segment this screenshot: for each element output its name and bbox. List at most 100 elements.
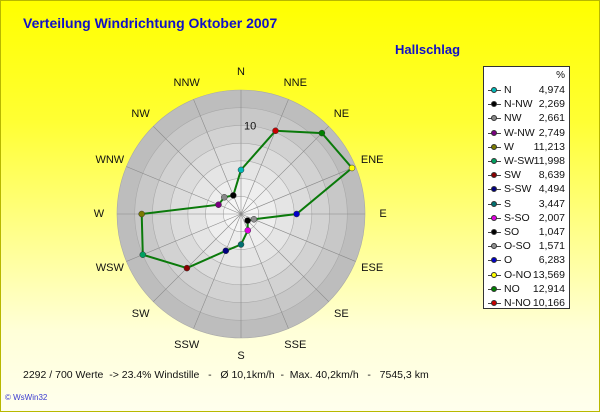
legend-direction: S-SO xyxy=(504,211,530,224)
legend-item: S-SW 4,494 xyxy=(484,182,569,197)
legend-percent: 13,569 xyxy=(532,268,565,281)
direction-label-n: N xyxy=(237,66,245,78)
data-point-wsw xyxy=(139,251,147,258)
legend-marker-icon xyxy=(491,158,497,164)
legend-marker-icon xyxy=(491,172,497,179)
data-point-wnw xyxy=(215,201,222,208)
legend-marker-icon xyxy=(491,115,497,122)
legend-marker-icon xyxy=(491,257,497,264)
legend-direction: N xyxy=(504,84,512,96)
grid-spoke xyxy=(153,213,242,302)
radial-tick-label: 10 xyxy=(244,120,256,132)
grid-spoke xyxy=(193,213,242,329)
legend-item: NO 12,914 xyxy=(484,282,569,297)
legend-marker-icon xyxy=(491,186,497,193)
legend-marker-icon xyxy=(491,200,497,207)
legend-percent: 11,998 xyxy=(533,155,565,167)
legend-direction: W xyxy=(504,140,514,153)
legend-percent: 8,639 xyxy=(538,169,565,182)
grid-spoke xyxy=(126,166,242,215)
grid-spoke xyxy=(240,99,289,215)
legend-direction: W-SW xyxy=(504,155,535,167)
legend-direction: W-NW xyxy=(504,126,535,139)
legend-item: O-NO 13,569 xyxy=(484,268,569,283)
data-point-nne xyxy=(272,127,279,135)
legend-percent: 1,571 xyxy=(538,240,565,253)
data-point-sse xyxy=(244,227,252,234)
direction-label-e: E xyxy=(379,208,387,220)
legend-marker-icon xyxy=(491,214,497,221)
legend-item: O-SO 1,571 xyxy=(484,239,569,254)
direction-label-nw: NW xyxy=(131,107,150,120)
legend-percent: 10,166 xyxy=(532,297,565,309)
grid-spoke xyxy=(240,166,356,215)
direction-label-wnw: WNW xyxy=(95,153,125,166)
legend-percent: 12,914 xyxy=(532,282,565,295)
legend-marker-icon xyxy=(491,285,497,292)
legend-marker-icon xyxy=(491,300,497,306)
direction-label-se: SE xyxy=(334,308,349,321)
legend-percent: 1,047 xyxy=(538,226,565,238)
data-point-ene xyxy=(348,164,356,172)
direction-label-nne: NNE xyxy=(283,76,307,89)
data-point-ese xyxy=(250,216,258,223)
direction-label-ne: NE xyxy=(333,107,350,120)
data-point-s xyxy=(237,241,245,248)
legend-item: NW 2,661 xyxy=(484,111,569,126)
legend-percent: 2,269 xyxy=(538,98,565,111)
legend-percent: 2,749 xyxy=(538,126,565,139)
legend-item: W 11,213 xyxy=(484,140,569,155)
legend-item: S 3,447 xyxy=(484,197,569,212)
legend-direction: SW xyxy=(504,169,521,182)
legend-item: N-NO 10,166 xyxy=(484,296,569,311)
legend-direction: O-SO xyxy=(504,240,531,253)
legend-direction: N-NW xyxy=(504,98,533,111)
direction-label-s: S xyxy=(237,350,245,362)
legend-item: N 4,974 xyxy=(484,83,569,98)
legend-marker-icon xyxy=(491,243,497,250)
data-point-e xyxy=(293,210,300,218)
legend-item: O 6,283 xyxy=(484,253,569,268)
data-point-nnw xyxy=(230,192,237,199)
direction-label-nnw: NNW xyxy=(173,76,200,89)
data-point-nw xyxy=(221,194,228,201)
data-point-ne xyxy=(318,129,326,137)
data-point-sw xyxy=(183,264,191,272)
legend-percent: 4,494 xyxy=(538,183,565,196)
legend-direction: SO xyxy=(504,226,520,238)
grid-spoke xyxy=(240,126,329,215)
legend-direction: S-SW xyxy=(504,183,532,196)
legend-percent: 3,447 xyxy=(538,197,565,210)
legend-direction: O xyxy=(504,254,513,267)
data-point-w xyxy=(138,210,145,218)
legend-item: N-NW 2,269 xyxy=(484,97,569,112)
direction-label-ene: ENE xyxy=(360,153,384,166)
legend-item: W-NW 2,749 xyxy=(484,126,569,141)
data-point-n xyxy=(237,166,245,174)
legend: % N 4,974 N-NW 2,269 NW 2,661 W-NW 2,749 W 11,213… xyxy=(483,66,570,309)
direction-label-sw: SW xyxy=(131,308,150,321)
legend-marker-icon xyxy=(491,87,497,93)
legend-marker-icon xyxy=(491,229,497,235)
legend-direction: N-NO xyxy=(504,297,531,309)
legend-item: W-SW 11,998 xyxy=(484,154,569,169)
direction-label-ese: ESE xyxy=(361,262,384,275)
legend-direction: NW xyxy=(504,112,522,125)
legend-direction: NO xyxy=(504,282,520,295)
legend-marker-icon xyxy=(491,271,497,278)
legend-direction: S xyxy=(504,197,512,210)
station-name: Hallschlag xyxy=(395,42,461,57)
legend-item: SO 1,047 xyxy=(484,225,569,240)
legend-direction: O-NO xyxy=(504,268,532,281)
data-point-se xyxy=(244,217,251,224)
legend-item: S-SO 2,007 xyxy=(484,211,569,226)
data-point-ssw xyxy=(222,247,230,255)
direction-label-sse: SSE xyxy=(284,339,307,352)
grid-spoke xyxy=(240,213,329,302)
statistics-footer: 2292 / 700 Werte -> 23.4% Windstille - Ø… xyxy=(23,369,429,381)
legend-marker-icon xyxy=(491,101,497,108)
legend-marker-icon xyxy=(491,129,497,136)
direction-label-wsw: WSW xyxy=(95,262,124,275)
